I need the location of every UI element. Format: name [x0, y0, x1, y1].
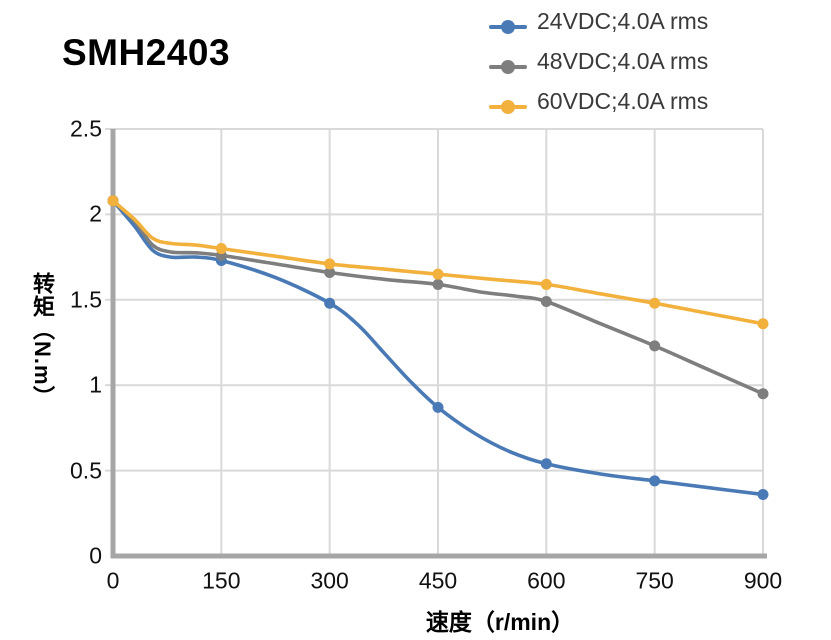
data-point-marker: [540, 458, 552, 470]
legend-item: 48VDC;4.0A rms: [489, 41, 708, 81]
x-tick-label: 750: [635, 567, 674, 594]
data-point-marker: [649, 297, 661, 309]
y-tick-label: 0.5: [70, 457, 102, 484]
x-tick-label: 150: [202, 567, 241, 594]
data-point-marker: [649, 475, 661, 487]
y-tick-label: 2.5: [70, 115, 102, 142]
x-axis-title: 速度（r/min）: [425, 609, 575, 635]
x-tick-label: 900: [743, 567, 783, 594]
legend-label: 48VDC;4.0A rms: [537, 47, 709, 74]
legend-line-dot-icon: [489, 100, 527, 114]
data-point-marker: [107, 195, 119, 207]
data-point-marker: [324, 297, 336, 309]
data-point-marker: [649, 340, 661, 352]
legend-label: 60VDC;4.0A rms: [537, 87, 709, 114]
series-line: [111, 198, 765, 497]
legend: 24VDC;4.0A rms 48VDC;4.0A rms 60VDC;4.0A r…: [489, 1, 708, 121]
legend-line-dot-icon: [489, 60, 527, 74]
y-tick-label: 2: [89, 200, 102, 227]
legend-item: 24VDC;4.0A rms: [489, 1, 708, 41]
y-tick-label: 1.5: [70, 286, 102, 313]
x-tick-label: 600: [527, 567, 566, 594]
legend-label: 24VDC;4.0A rms: [537, 7, 709, 34]
data-point-marker: [432, 278, 444, 290]
series-line: [111, 198, 765, 396]
data-point-marker: [324, 266, 336, 278]
y-tick-label: 1: [89, 371, 102, 398]
x-tick-label: 0: [106, 567, 120, 594]
legend-line-dot-icon: [489, 20, 527, 34]
data-point-marker: [757, 489, 769, 501]
data-point-marker: [215, 243, 227, 255]
legend-item: 60VDC;4.0A rms: [489, 81, 708, 121]
x-tick-label: 300: [310, 567, 349, 594]
data-point-marker: [757, 318, 769, 330]
data-point-marker: [324, 258, 336, 270]
y-tick-label: 0: [89, 542, 102, 569]
data-point-marker: [757, 388, 769, 400]
data-point-marker: [432, 401, 444, 413]
data-point-marker: [540, 296, 552, 308]
y-axis-title: 转矩（N.m）: [30, 272, 55, 409]
data-point-marker: [432, 268, 444, 280]
x-tick-label: 450: [418, 567, 458, 594]
page-title: SMH2403: [62, 32, 231, 73]
series-line: [111, 198, 765, 326]
data-point-marker: [540, 278, 552, 290]
